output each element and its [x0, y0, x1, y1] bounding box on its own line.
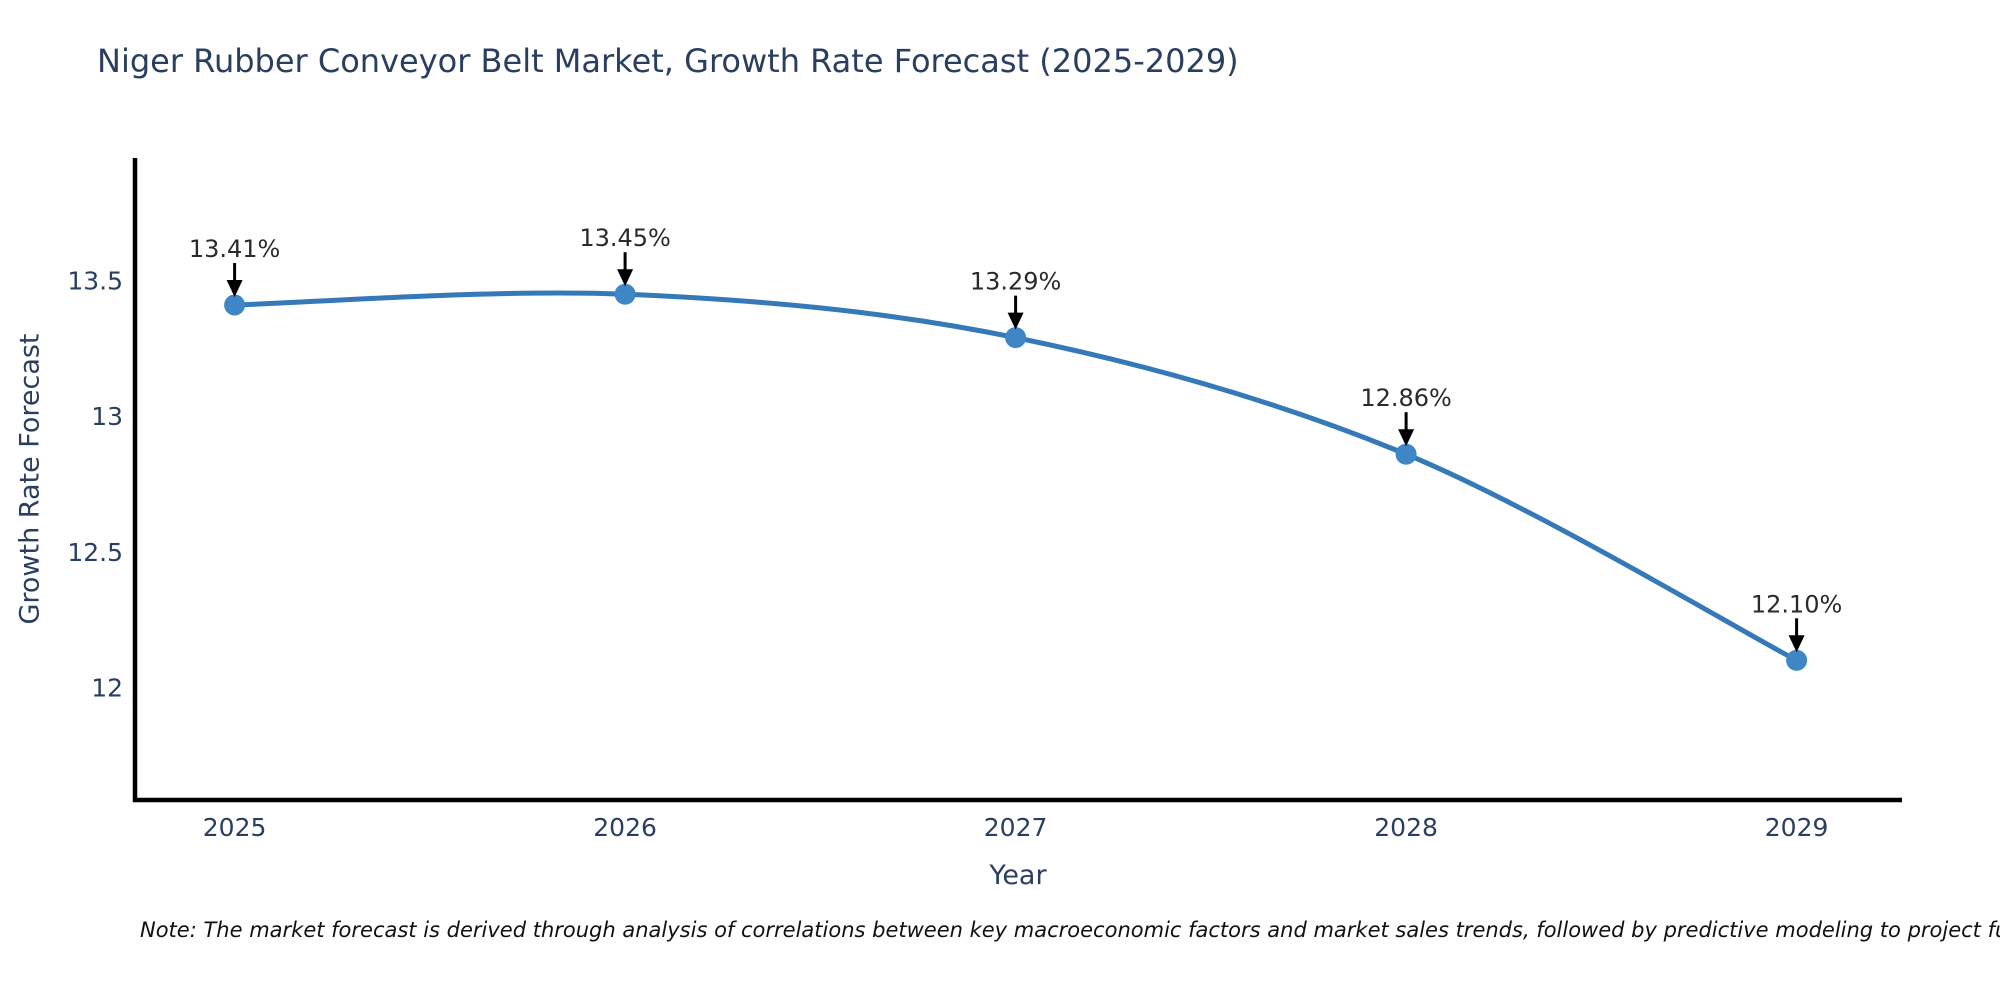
annotation-arrowhead-icon [1398, 429, 1415, 447]
data-point-2029[interactable] [1786, 649, 1808, 671]
data-point-2028[interactable] [1395, 443, 1417, 465]
x-tick-label: 2027 [984, 813, 1048, 842]
annotation-arrowhead-icon [1007, 312, 1024, 330]
x-tick-label: 2028 [1374, 813, 1438, 842]
y-tick-label: 12.5 [67, 538, 123, 567]
y-axis-title: Growth Rate Forecast [14, 333, 46, 625]
annotation-label: 13.45% [579, 224, 671, 252]
data-point-2025[interactable] [224, 294, 246, 316]
data-point-2027[interactable] [1005, 327, 1027, 349]
annotation-label: 13.41% [189, 235, 281, 263]
x-tick-label: 2029 [1765, 813, 1829, 842]
data-point-2026[interactable] [614, 283, 636, 305]
annotation-arrowhead-icon [617, 269, 634, 287]
annotation-label: 13.29% [970, 268, 1062, 296]
annotation-label: 12.86% [1360, 384, 1452, 412]
annotation-arrowhead-icon [1788, 635, 1805, 653]
annotation-label: 12.10% [1751, 590, 1843, 618]
x-axis-title: Year [989, 860, 1047, 891]
footnote: Note: The market forecast is derived thr… [140, 918, 2000, 942]
chart-title: Niger Rubber Conveyor Belt Market, Growt… [97, 42, 1239, 80]
y-tick-label: 13 [91, 402, 123, 431]
annotation-arrowhead-icon [226, 280, 243, 297]
x-tick-label: 2026 [593, 813, 657, 842]
y-tick-label: 12 [91, 673, 123, 702]
x-tick-label: 2025 [203, 813, 267, 842]
y-tick-label: 13.5 [67, 267, 123, 296]
